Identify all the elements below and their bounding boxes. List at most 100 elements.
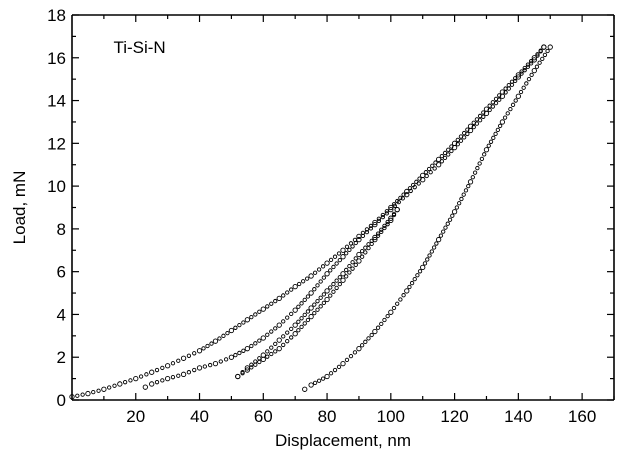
- interpolated-point: [302, 321, 307, 326]
- interpolated-point: [122, 380, 128, 385]
- interpolated-point: [265, 332, 270, 337]
- data-point: [404, 288, 410, 294]
- interpolated-point: [218, 359, 223, 364]
- y-axis-ticks: 0 2 4 6 8 10 12 14 16 18: [47, 6, 614, 410]
- interpolated-point: [80, 392, 85, 397]
- interpolated-point: [192, 351, 197, 356]
- data-point: [164, 363, 171, 369]
- interpolated-point: [391, 305, 397, 311]
- interpolated-point: [439, 154, 444, 159]
- interpolated-point: [409, 280, 415, 286]
- data-point: [388, 309, 394, 315]
- interpolated-point: [344, 357, 350, 363]
- x-axis-ticks: 20 40 60 80 100 120 140 160: [103, 15, 615, 426]
- data-point: [394, 206, 400, 213]
- interpolated-point: [456, 201, 462, 206]
- interpolated-point: [237, 350, 242, 356]
- interpolated-point: [392, 203, 397, 209]
- series-3: [235, 206, 400, 380]
- interpolated-point: [318, 279, 323, 284]
- interpolated-point: [328, 257, 334, 263]
- interpolated-point: [391, 212, 397, 218]
- interpolated-point: [337, 257, 342, 263]
- interpolated-point: [482, 152, 487, 157]
- interpolated-point: [285, 315, 290, 320]
- interpolated-point: [493, 100, 499, 106]
- interpolated-point: [350, 266, 355, 271]
- data-point: [451, 209, 458, 215]
- interpolated-point: [285, 290, 290, 295]
- data-point: [356, 258, 362, 264]
- data-point: [212, 360, 219, 367]
- data-point: [164, 375, 171, 382]
- interpolated-point: [350, 244, 355, 249]
- interpolated-point: [521, 85, 526, 90]
- interpolated-point: [353, 256, 358, 261]
- y-tick-label: 12: [47, 134, 66, 153]
- data-point: [308, 382, 314, 388]
- interpolated-point: [463, 188, 469, 193]
- interpolated-point: [344, 267, 349, 273]
- interpolated-point: [217, 336, 222, 341]
- interpolated-point: [285, 330, 290, 335]
- interpolated-point: [336, 251, 342, 256]
- interpolated-point: [305, 317, 311, 323]
- interpolated-point: [332, 367, 338, 373]
- data-point: [356, 236, 362, 243]
- interpolated-point: [423, 170, 429, 175]
- interpolated-point: [449, 148, 454, 154]
- interpolated-point: [302, 297, 307, 303]
- interpolated-point: [369, 241, 374, 247]
- x-tick-label: 120: [440, 407, 468, 426]
- interpolated-point: [375, 231, 381, 236]
- interpolated-point: [368, 226, 374, 231]
- interpolated-point: [344, 244, 350, 249]
- series-4: [235, 206, 400, 380]
- interpolated-point: [376, 218, 382, 224]
- y-tick-label: 16: [47, 49, 66, 68]
- interpolated-point: [353, 240, 358, 246]
- data-point: [541, 44, 547, 50]
- interpolated-point: [320, 264, 326, 269]
- y-tick-label: 18: [47, 6, 66, 25]
- data-point: [244, 346, 251, 352]
- data-point: [180, 355, 187, 361]
- data-point: [372, 236, 378, 243]
- data-point: [420, 264, 426, 271]
- data-point: [372, 221, 378, 228]
- data-point: [340, 360, 346, 367]
- interpolated-point: [359, 254, 365, 259]
- y-tick-label: 6: [57, 263, 66, 282]
- data-point: [340, 247, 346, 253]
- interpolated-point: [424, 173, 429, 179]
- x-tick-label: 40: [190, 407, 209, 426]
- interpolated-point: [265, 349, 270, 354]
- interpolated-point: [237, 322, 242, 328]
- interpolated-point: [366, 245, 371, 251]
- interpolated-point: [385, 222, 390, 227]
- data-point: [302, 386, 308, 392]
- data-point: [196, 348, 203, 354]
- interpolated-point: [300, 279, 306, 284]
- interpolated-point: [312, 270, 318, 275]
- interpolated-point: [497, 97, 502, 102]
- data-point: [467, 179, 474, 185]
- interpolated-point: [486, 143, 491, 148]
- interpolated-point: [269, 351, 274, 357]
- interpolated-point: [315, 283, 320, 288]
- interpolated-point: [350, 260, 355, 265]
- data-point: [404, 192, 410, 198]
- interpolated-point: [316, 378, 322, 383]
- interpolated-point: [432, 166, 437, 171]
- interpolated-point: [205, 343, 210, 349]
- data-point: [324, 373, 330, 380]
- interpolated-point: [472, 170, 478, 175]
- interpolated-point: [497, 93, 502, 98]
- interpolated-point: [144, 372, 149, 377]
- interpolated-point: [186, 353, 192, 358]
- data-point: [372, 328, 378, 335]
- interpolated-point: [201, 346, 206, 351]
- interpolated-point: [363, 250, 368, 255]
- interpolated-point: [508, 106, 513, 112]
